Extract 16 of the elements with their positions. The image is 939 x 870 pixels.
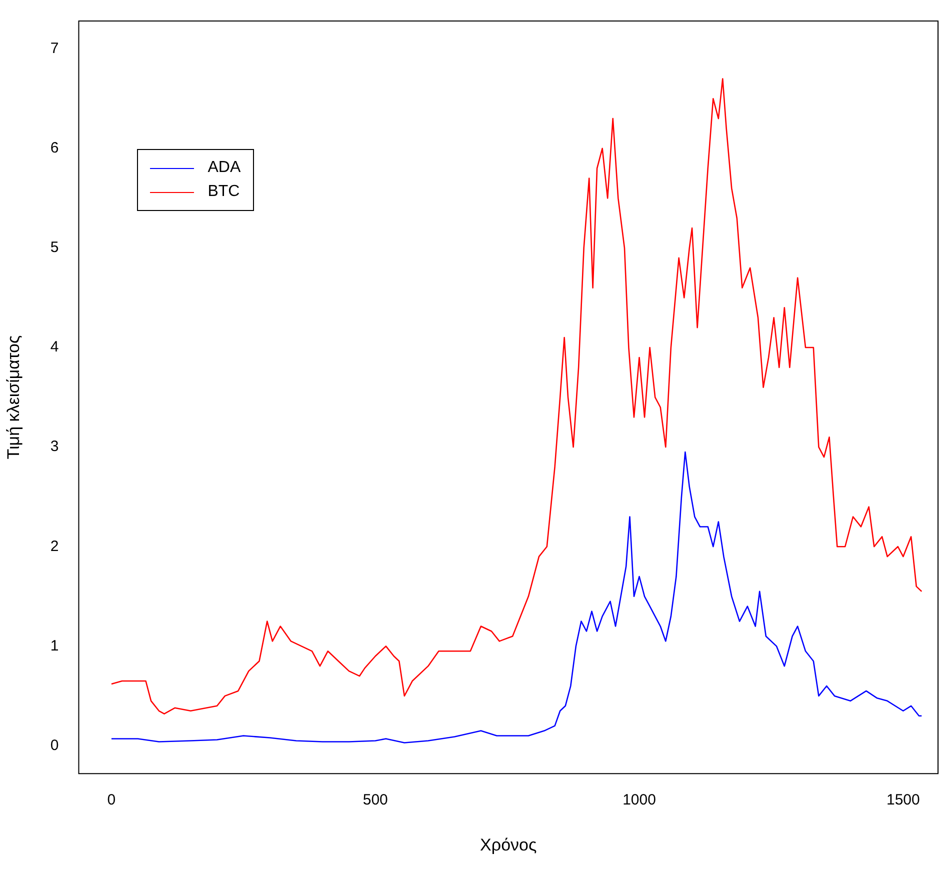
legend-label: BTC <box>208 182 240 202</box>
y-axis-title: Τιμή κλεισίματος <box>4 335 23 460</box>
x-tick-label: 500 <box>362 792 388 809</box>
y-tick-label: 1 <box>50 637 59 654</box>
y-tick-label: 4 <box>50 338 59 356</box>
x-tick-label: 1000 <box>622 792 656 809</box>
x-axis-title: Χρόνος <box>480 835 537 854</box>
y-tick-label: 3 <box>50 438 59 456</box>
y-tick-label: 5 <box>50 239 59 256</box>
legend-label: ADA <box>208 158 241 178</box>
y-tick-label: 2 <box>50 538 59 555</box>
y-tick-label: 0 <box>50 736 59 754</box>
y-tick-label: 7 <box>50 40 59 58</box>
x-tick-label: 0 <box>107 792 116 809</box>
x-tick-label: 1500 <box>886 792 920 809</box>
y-tick-label: 6 <box>50 140 59 157</box>
